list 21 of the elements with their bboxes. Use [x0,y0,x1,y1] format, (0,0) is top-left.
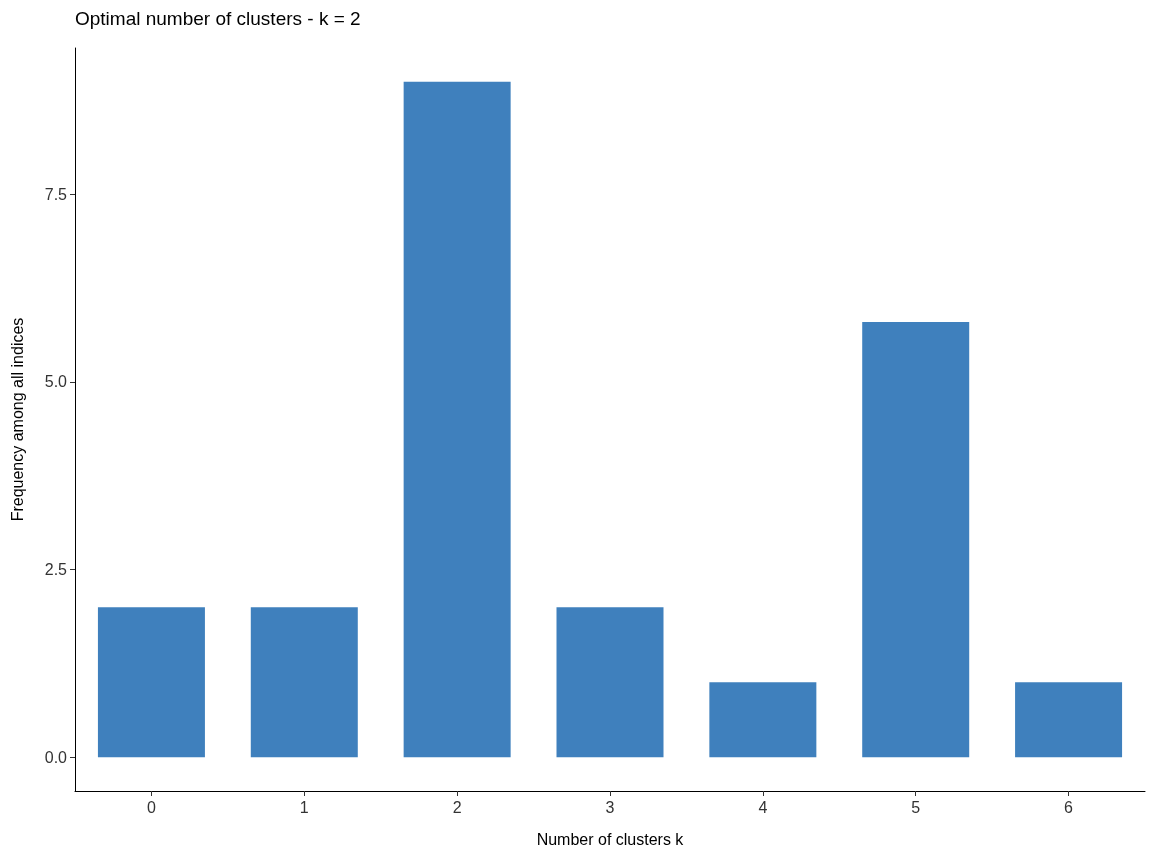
bar [556,607,664,758]
y-tick-label: 0.0 [44,748,68,766]
bar [403,81,511,758]
x-tick-label: 0 [146,798,156,816]
y-tick-label: 2.5 [44,561,68,579]
chart-title: Optimal number of clusters - k = 2 [75,8,361,29]
y-tick-label: 7.5 [44,185,68,203]
bar [709,682,817,758]
bar [250,607,358,758]
y-axis-title: Frequency among all indices [8,317,26,522]
x-tick-label: 4 [758,798,768,816]
x-tick-label: 1 [299,798,309,816]
bar [862,321,970,758]
bar [1015,682,1123,758]
x-tick-label: 6 [1064,798,1074,816]
x-axis-title: Number of clusters k [536,830,685,848]
x-tick-label: 3 [605,798,615,816]
x-tick-label: 2 [452,798,462,816]
y-tick-label: 5.0 [44,373,68,391]
x-tick-label: 5 [911,798,921,816]
bar [97,607,205,758]
